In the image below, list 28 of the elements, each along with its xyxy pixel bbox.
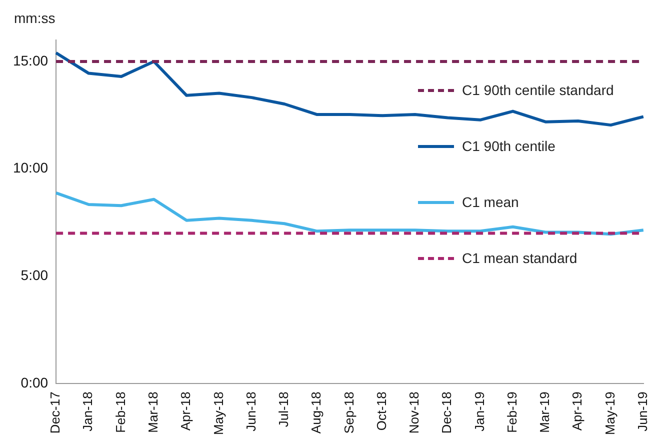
y-tick-label: 0:00 <box>20 374 48 391</box>
y-tick-label: 5:00 <box>20 267 48 284</box>
x-tick-label: Sep-18 <box>341 392 356 434</box>
x-tick-label: Dec-17 <box>48 392 63 434</box>
x-tick-label: Jun-18 <box>243 392 258 432</box>
x-tick-label: Mar-18 <box>146 392 161 433</box>
y-axis-title: mm:ss <box>14 10 56 26</box>
x-tick-label: Jun-19 <box>634 392 650 432</box>
x-tick-label: Feb-19 <box>504 392 520 433</box>
x-tick-label: Nov-18 <box>406 392 422 434</box>
x-tick-label: May-19 <box>602 392 618 436</box>
x-tick-label: Jan-19 <box>472 392 487 432</box>
legend-label: C1 90th centile standard <box>462 82 614 98</box>
legend-label: C1 mean <box>462 194 519 210</box>
x-tick-label: Aug-18 <box>308 392 324 434</box>
x-tick-label: Jan-18 <box>80 392 96 432</box>
legend-label: C1 90th centile <box>462 138 556 154</box>
x-tick-label: Mar-19 <box>537 392 552 433</box>
x-tick-label: May-18 <box>210 392 226 436</box>
x-tick-label: Apr-18 <box>178 392 194 431</box>
y-tick-label: 10:00 <box>12 160 48 176</box>
x-tick-label: Feb-18 <box>112 392 128 433</box>
x-tick-label: Oct-18 <box>374 392 389 431</box>
x-tick-label: Dec-18 <box>439 392 454 434</box>
x-tick-label: Apr-19 <box>570 392 585 431</box>
legend-label: C1 mean standard <box>462 250 578 266</box>
x-tick-label: Jul-18 <box>276 392 292 428</box>
y-tick-label: 15:00 <box>12 52 48 68</box>
